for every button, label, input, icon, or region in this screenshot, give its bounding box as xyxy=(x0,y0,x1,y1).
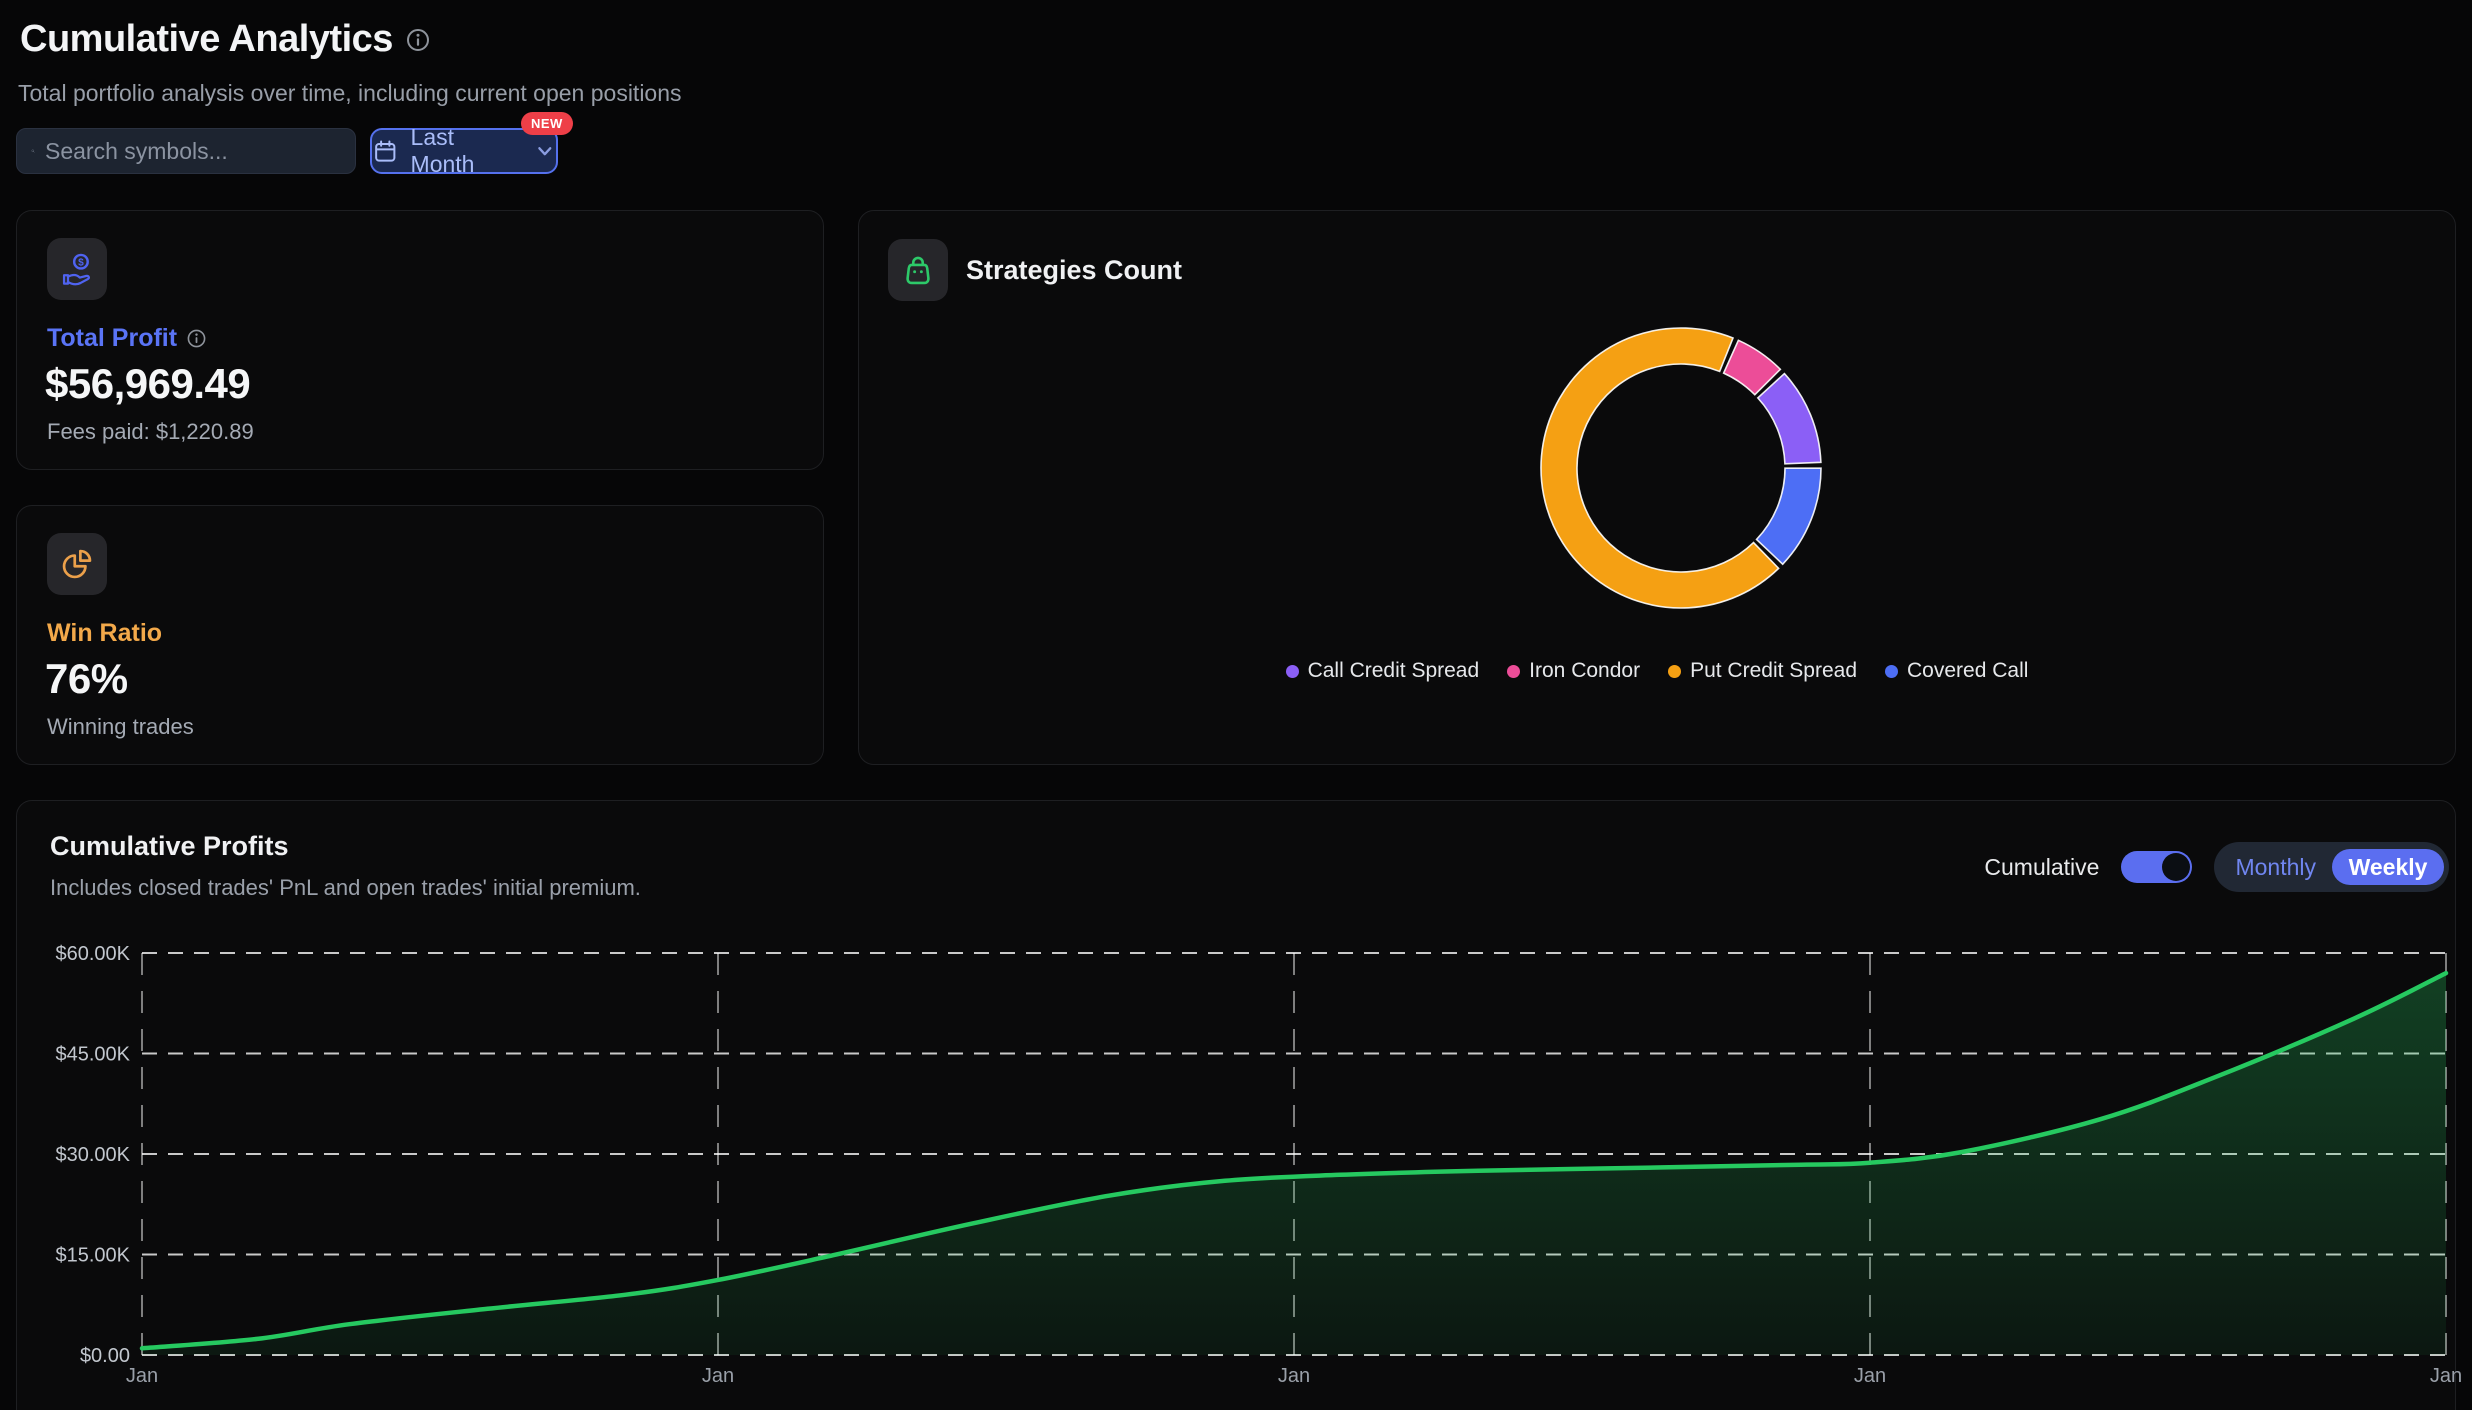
search-input[interactable] xyxy=(45,138,341,165)
total-profit-value: $56,969.49 xyxy=(45,360,250,408)
legend-dot xyxy=(1885,665,1898,678)
cumulative-toggle[interactable] xyxy=(2121,851,2192,883)
total-profit-card: $ Total Profit $56,969.49 Fees paid: $1,… xyxy=(16,210,824,470)
search-box[interactable] xyxy=(16,128,356,174)
pie-chart-icon xyxy=(59,546,95,582)
info-icon[interactable] xyxy=(186,328,207,349)
hand-coin-icon: $ xyxy=(59,251,95,287)
total-profit-caption: Fees paid: $1,220.89 xyxy=(47,419,254,445)
new-badge: NEW xyxy=(521,112,573,135)
cumulative-profits-subtitle: Includes closed trades' PnL and open tra… xyxy=(50,875,641,901)
toggle-knob xyxy=(2162,853,2190,881)
cumulative-controls: Cumulative Monthly Weekly xyxy=(1984,841,2449,893)
legend-dot xyxy=(1286,665,1299,678)
period-dropdown-button[interactable]: Last Month xyxy=(370,128,558,174)
total-profit-label-row: Total Profit xyxy=(47,324,207,353)
legend-label: Covered Call xyxy=(1907,659,2028,683)
win-ratio-caption: Winning trades xyxy=(47,714,194,740)
svg-text:$: $ xyxy=(78,258,84,269)
tab-monthly[interactable]: Monthly xyxy=(2219,849,2332,885)
donut-slice-call-credit-spread[interactable] xyxy=(1758,374,1821,464)
legend-item-call-credit-spread[interactable]: Call Credit Spread xyxy=(1286,659,1480,683)
total-profit-icon-tile: $ xyxy=(47,238,107,300)
legend-item-iron-condor[interactable]: Iron Condor xyxy=(1507,659,1640,683)
calendar-icon xyxy=(372,138,399,165)
strategies-count-card: Strategies Count Call Credit SpreadIron … xyxy=(858,210,2456,765)
legend-dot xyxy=(1668,665,1681,678)
legend-label: Put Credit Spread xyxy=(1690,659,1857,683)
page-header: Cumulative Analytics xyxy=(20,18,431,61)
legend-item-covered-call[interactable]: Covered Call xyxy=(1885,659,2028,683)
strategies-legend: Call Credit Spread Iron Condor Put Credit … xyxy=(859,659,2455,683)
legend-item-put-credit-spread[interactable]: Put Credit Spread xyxy=(1668,659,1857,683)
win-ratio-card: Win Ratio 76% Winning trades xyxy=(16,505,824,765)
info-icon[interactable] xyxy=(405,27,431,53)
legend-label: Iron Condor xyxy=(1529,659,1640,683)
total-profit-label: Total Profit xyxy=(47,324,177,353)
period-dropdown-label: Last Month xyxy=(411,124,523,178)
cumulative-profits-card: Cumulative Profits Includes closed trade… xyxy=(16,800,2456,1410)
donut-slice-covered-call[interactable] xyxy=(1757,468,1821,564)
page-title: Cumulative Analytics xyxy=(20,18,393,61)
legend-label: Call Credit Spread xyxy=(1308,659,1480,683)
win-ratio-icon-tile xyxy=(47,533,107,595)
win-ratio-label: Win Ratio xyxy=(47,619,162,648)
page-subtitle: Total portfolio analysis over time, incl… xyxy=(18,80,682,107)
search-icon xyxy=(31,137,35,165)
win-ratio-label-row: Win Ratio xyxy=(47,619,162,648)
tab-weekly[interactable]: Weekly xyxy=(2332,849,2444,885)
cumulative-profits-title: Cumulative Profits xyxy=(50,831,289,862)
win-ratio-value: 76% xyxy=(45,655,128,703)
chevron-down-icon xyxy=(534,140,556,162)
interval-segmented-control: Monthly Weekly xyxy=(2214,842,2449,892)
legend-dot xyxy=(1507,665,1520,678)
cumulative-toggle-label: Cumulative xyxy=(1984,854,2099,881)
